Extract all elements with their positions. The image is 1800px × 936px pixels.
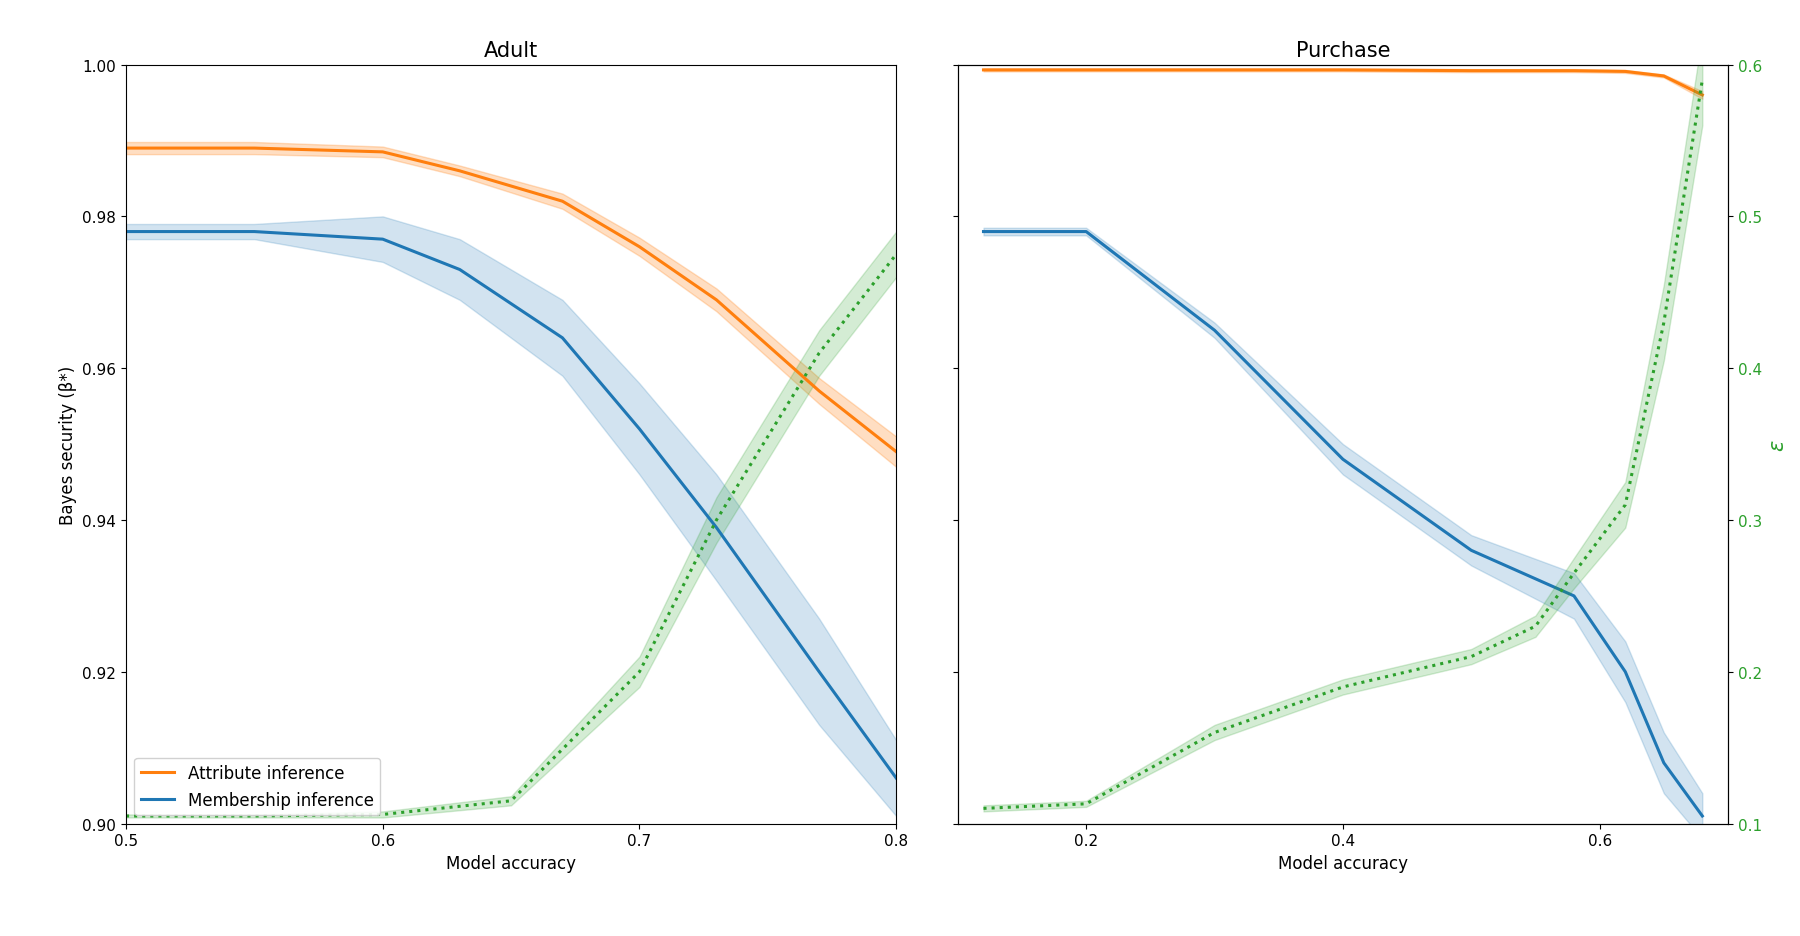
Membership inference xyxy=(886,772,907,783)
Title: Adult: Adult xyxy=(484,41,538,61)
X-axis label: Model accuracy: Model accuracy xyxy=(446,854,576,872)
X-axis label: Model accuracy: Model accuracy xyxy=(1278,854,1408,872)
Y-axis label: Bayes security (β*): Bayes security (β*) xyxy=(59,365,77,524)
Membership inference xyxy=(448,265,470,276)
Membership inference xyxy=(115,227,137,238)
Attribute inference xyxy=(808,386,830,397)
Title: Purchase: Purchase xyxy=(1296,41,1390,61)
Line: Membership inference: Membership inference xyxy=(126,232,896,778)
Attribute inference xyxy=(706,295,727,306)
Membership inference xyxy=(243,227,265,238)
Membership inference xyxy=(551,333,572,344)
Membership inference xyxy=(706,522,727,534)
Attribute inference xyxy=(243,143,265,154)
Membership inference xyxy=(808,666,830,678)
Attribute inference xyxy=(448,166,470,177)
Attribute inference xyxy=(886,446,907,458)
Attribute inference xyxy=(551,197,572,208)
Line: Attribute inference: Attribute inference xyxy=(126,149,896,452)
Legend: Attribute inference, Membership inference: Attribute inference, Membership inferenc… xyxy=(135,758,380,815)
Membership inference xyxy=(628,424,650,435)
Membership inference xyxy=(373,234,394,245)
Attribute inference xyxy=(115,143,137,154)
Attribute inference xyxy=(373,147,394,158)
Attribute inference xyxy=(628,241,650,253)
Y-axis label: ε: ε xyxy=(1768,439,1787,450)
